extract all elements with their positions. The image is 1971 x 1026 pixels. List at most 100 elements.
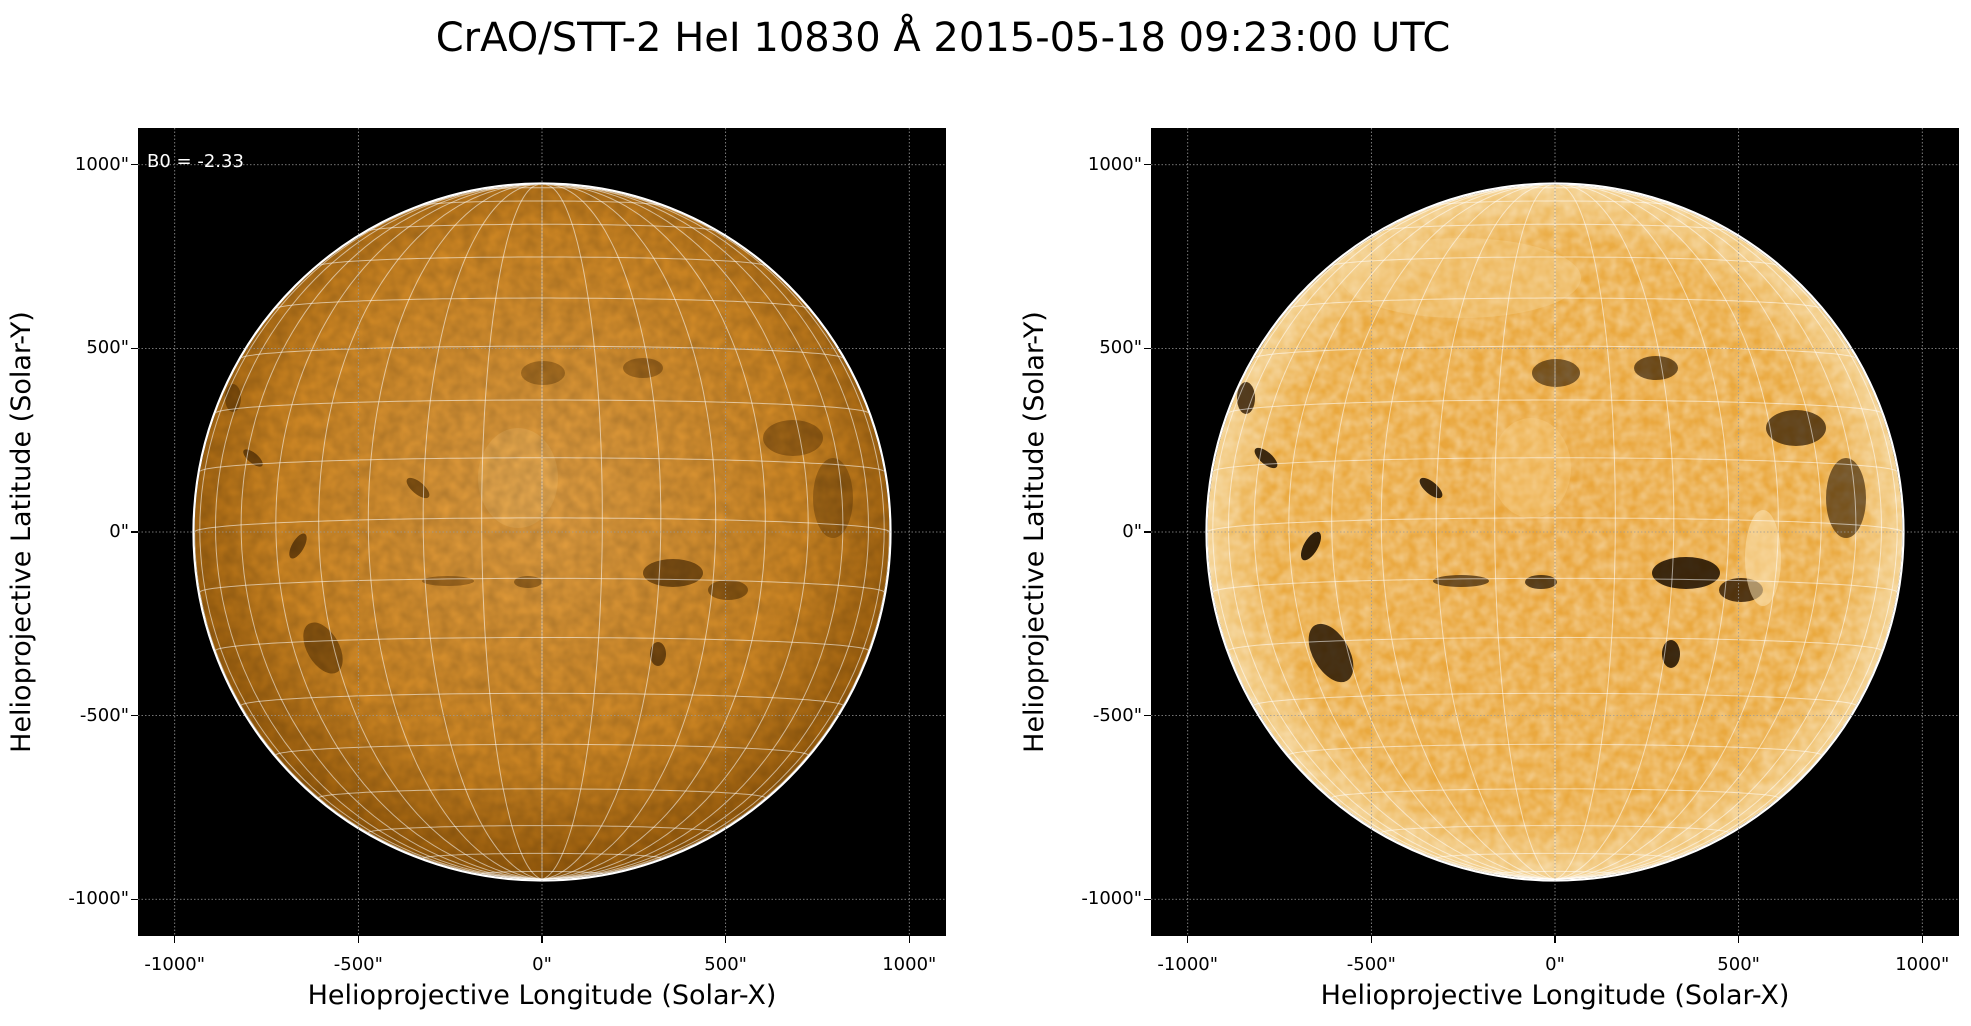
y-tick-mark — [131, 715, 138, 717]
x-tick-mark — [725, 936, 727, 943]
x-tick-mark — [174, 936, 176, 943]
x-tick-mark — [1554, 936, 1556, 943]
grid-line — [541, 185, 844, 880]
grid-line — [424, 200, 660, 206]
x-tick-mark — [1370, 936, 1372, 943]
x-tick-label: 0" — [1545, 954, 1565, 975]
grid-line — [275, 184, 543, 880]
grid-line — [1554, 184, 1822, 880]
grid-line — [367, 184, 543, 880]
grid-line — [541, 531, 890, 880]
solar-image-panel-right[interactable] — [1151, 128, 1959, 936]
grid-line — [1554, 187, 1883, 880]
grid-line — [1212, 577, 1898, 593]
grid-line — [199, 577, 885, 593]
y-tick-mark — [131, 347, 138, 349]
y-tick-mark — [1144, 715, 1151, 717]
x-tick-mark — [357, 936, 359, 943]
y-tick-label: 0" — [109, 521, 129, 542]
grid-line — [1554, 184, 1675, 880]
grid-line — [481, 184, 543, 880]
x-tick-label: 1000" — [882, 954, 937, 975]
grid-line — [1288, 297, 1822, 309]
y-tick-label: -1000" — [68, 888, 129, 910]
y-tick-mark — [1144, 898, 1151, 900]
y-tick-mark — [1144, 531, 1151, 533]
grid-line — [199, 194, 543, 880]
y-tick-label: 0" — [1122, 521, 1142, 542]
grid-line — [1332, 256, 1778, 266]
grid-line — [541, 184, 809, 880]
x-tick-label: 500" — [1717, 954, 1760, 975]
y-tick-label: 500" — [1099, 337, 1142, 359]
grid-line — [1331, 788, 1779, 799]
grid-line — [1228, 637, 1882, 651]
grid-line — [1331, 184, 1556, 880]
grid-line — [215, 637, 869, 651]
grid-line — [541, 184, 603, 880]
grid-line — [1554, 531, 1903, 880]
grid-line — [1207, 531, 1556, 880]
grid-line — [1288, 184, 1556, 880]
grid-line — [1382, 223, 1728, 232]
x-tick-mark — [1187, 936, 1189, 943]
grid-line — [1437, 200, 1673, 206]
y-tick-mark — [1144, 164, 1151, 166]
grid-line — [215, 399, 869, 414]
grid-line — [214, 187, 543, 880]
y-tick-mark — [131, 164, 138, 166]
solar-disk-canvas-left — [138, 128, 946, 936]
x-axis-label-right: Helioprojective Longitude (Solar-X) — [1320, 980, 1790, 1011]
figure-title: CrAO/STT-2 HeI 10830 Å 2015-05-18 09:23:… — [435, 15, 1451, 61]
grid-line — [194, 531, 543, 880]
x-axis-label-left: Helioprojective Longitude (Solar-X) — [307, 980, 777, 1011]
y-tick-label: 1000" — [1087, 153, 1142, 175]
y-tick-mark — [1144, 347, 1151, 349]
x-tick-mark — [1921, 936, 1923, 943]
grid-line — [1380, 184, 1556, 880]
axis-grid-right — [1151, 128, 1959, 936]
x-tick-label: -500" — [1346, 954, 1396, 975]
solar-image-panel-left[interactable]: B0 = -2.33 — [138, 128, 946, 936]
y-tick-label: -1000" — [1081, 888, 1142, 910]
grid-line — [319, 256, 765, 266]
grid-line — [541, 194, 885, 880]
y-tick-mark — [131, 898, 138, 900]
axis-grid-left — [138, 128, 946, 936]
y-tick-mark — [131, 531, 138, 533]
grid-line — [1554, 184, 1616, 880]
y-axis-label-left: Helioprojective Latitude (Solar-Y) — [6, 311, 37, 753]
x-tick-mark — [541, 936, 543, 943]
grid-line — [541, 187, 870, 880]
grid-line — [1435, 184, 1556, 880]
grid-line — [1228, 399, 1882, 414]
grid-line — [318, 788, 766, 799]
b0-annotation: B0 = -2.33 — [147, 151, 244, 172]
grid-line — [318, 184, 543, 880]
y-tick-label: -500" — [1092, 704, 1142, 726]
grid-line — [1554, 194, 1898, 880]
solar-disk-canvas-right — [1151, 128, 1959, 936]
y-axis-label-right: Helioprojective Latitude (Solar-Y) — [1019, 311, 1050, 753]
grid-line — [541, 184, 662, 880]
grid-line — [1494, 184, 1556, 880]
grid-line — [1253, 185, 1556, 880]
x-tick-mark — [908, 936, 910, 943]
grid-line — [422, 184, 543, 880]
y-tick-label: 1000" — [74, 153, 129, 175]
y-tick-label: -500" — [79, 704, 129, 726]
grid-line — [1554, 185, 1857, 880]
y-tick-label: 500" — [86, 337, 129, 359]
grid-line — [1212, 194, 1556, 880]
grid-line — [541, 184, 766, 880]
x-tick-label: 500" — [704, 954, 747, 975]
x-tick-label: 0" — [532, 954, 552, 975]
x-tick-label: 1000" — [1895, 954, 1950, 975]
grid-line — [240, 185, 543, 880]
grid-line — [369, 223, 715, 232]
x-tick-label: -500" — [333, 954, 383, 975]
x-tick-label: -1000" — [1157, 954, 1219, 975]
grid-line — [1554, 184, 1779, 880]
x-tick-mark — [1738, 936, 1740, 943]
grid-line — [1227, 187, 1556, 880]
